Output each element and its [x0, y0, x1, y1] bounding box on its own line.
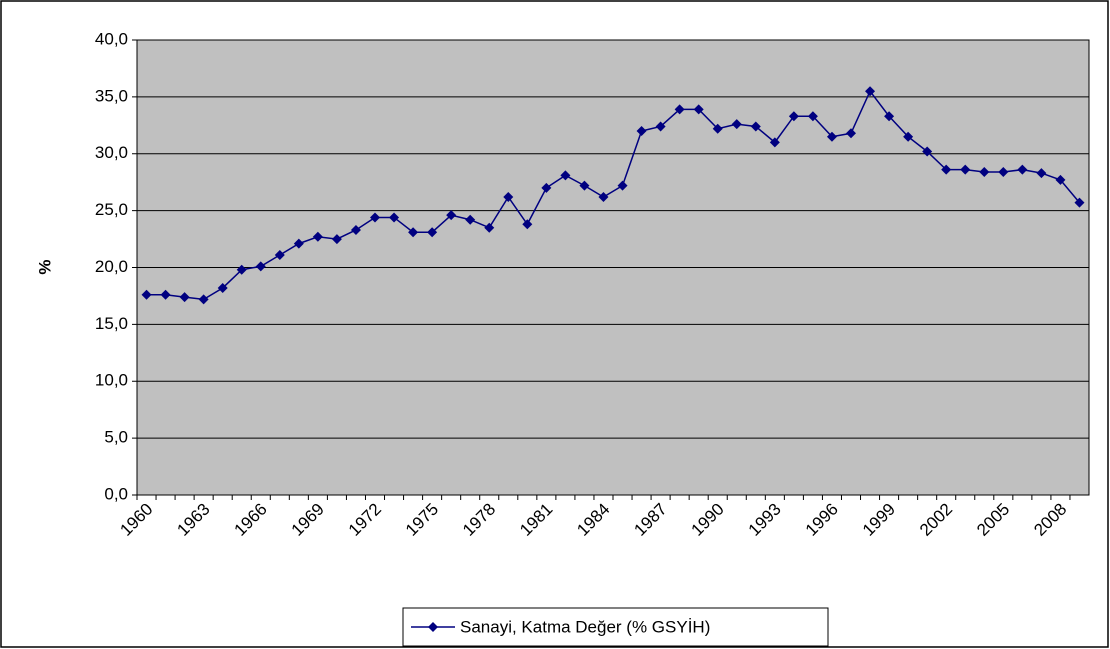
data-point: [560, 170, 571, 181]
data-point: [884, 111, 895, 122]
data-point: [350, 224, 361, 235]
data-point: [807, 111, 818, 122]
data-point: [446, 210, 457, 221]
data-point: [484, 222, 495, 233]
data-point: [141, 289, 152, 300]
data-point: [1055, 174, 1066, 185]
data-point: [826, 131, 837, 142]
data-point: [636, 126, 647, 136]
y-tick-label: 35,0: [95, 86, 128, 105]
data-point: [408, 227, 419, 238]
data-point: [769, 137, 780, 148]
data-point: [293, 238, 304, 249]
legend-marker: [428, 622, 438, 632]
data-point: [674, 104, 685, 115]
data-point: [922, 146, 933, 157]
data-point: [598, 191, 609, 202]
data-point: [865, 86, 876, 97]
data-point: [788, 111, 799, 122]
y-axis-label: %: [35, 259, 54, 274]
data-point: [1017, 164, 1028, 175]
data-point: [1036, 168, 1047, 179]
y-tick-label: 10,0: [95, 371, 128, 390]
y-tick-label: 15,0: [95, 314, 128, 333]
data-point: [312, 231, 323, 242]
data-point: [731, 119, 742, 130]
data-point: [179, 292, 190, 303]
data-point: [1074, 197, 1085, 208]
data-point: [427, 227, 438, 238]
data-point: [198, 294, 209, 305]
data-point: [617, 180, 628, 191]
data-point: [274, 249, 285, 260]
legend-label: Sanayi, Katma Değer (% GSYİH): [460, 617, 710, 636]
y-tick-label: 30,0: [95, 143, 128, 162]
y-tick-label: 40,0: [95, 29, 128, 48]
data-point: [750, 121, 761, 132]
data-point: [541, 182, 552, 193]
data-point: [160, 289, 171, 300]
y-tick-label: 25,0: [95, 200, 128, 219]
data-point: [712, 123, 723, 134]
data-point: [217, 282, 228, 293]
data-point: [579, 180, 590, 191]
data-point: [693, 104, 704, 115]
y-tick-label: 20,0: [95, 257, 128, 276]
data-point: [846, 128, 856, 139]
data-point: [941, 164, 952, 175]
legend-box: [402, 607, 829, 647]
y-tick-label: 5,0: [104, 428, 128, 447]
data-point: [236, 264, 247, 275]
data-point: [979, 166, 990, 177]
data-point: [255, 261, 266, 272]
data-point: [389, 212, 400, 223]
data-point: [903, 131, 914, 142]
data-point: [655, 121, 666, 132]
data-point: [503, 191, 514, 202]
data-point: [522, 219, 533, 230]
data-point: [331, 234, 342, 245]
data-point: [998, 166, 1009, 177]
data-point: [465, 214, 476, 225]
data-point: [370, 212, 380, 223]
y-tick-label: 0,0: [104, 484, 128, 503]
data-point: [960, 164, 971, 175]
